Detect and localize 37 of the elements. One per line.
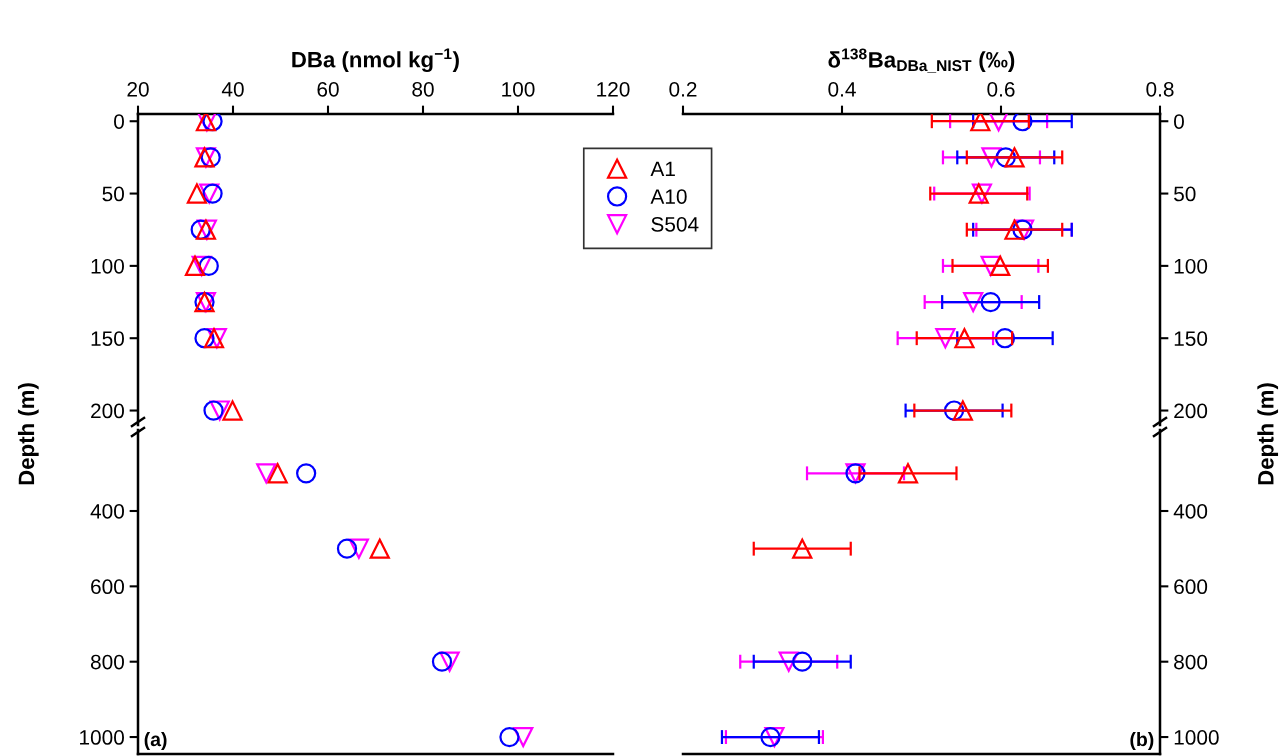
y-tick-label: 800 — [90, 654, 124, 670]
x-tick-label: 20 — [127, 81, 149, 97]
y-tick-label: 1000 — [80, 730, 124, 745]
y-tick-label: 600 — [91, 579, 124, 595]
y-tick-label: 50 — [102, 186, 124, 202]
y-tick-label: 400 — [90, 504, 124, 519]
annotation: (a) — [144, 731, 167, 751]
x-tick-label: 60 — [317, 81, 339, 97]
x-tick-label: 0.4 — [828, 81, 856, 97]
y-axis-title: Depth (m) — [17, 383, 39, 485]
legend-label: A10 — [650, 189, 687, 204]
x-tick-label: 120 — [597, 81, 630, 97]
y-tick-label: 100 — [91, 258, 124, 274]
y-tick-label: 0 — [1174, 114, 1184, 129]
x-tick-label: 40 — [221, 81, 244, 97]
y-tick-label: 1000 — [1174, 730, 1219, 745]
legend-label: S504 — [651, 216, 699, 232]
x-axis-title: DBa (nmol kg$^{−1}$) — [292, 48, 459, 73]
x-tick-label: 0.2 — [669, 81, 697, 97]
x-tick-label: 0.6 — [987, 81, 1015, 97]
y-tick-label: 600 — [1174, 579, 1208, 595]
x-tick-label: 100 — [502, 81, 535, 97]
y-tick-label: 150 — [91, 331, 124, 346]
y-tick-label: 200 — [1174, 403, 1208, 419]
legend-label: A1 — [650, 161, 675, 177]
y-tick-label: 200 — [91, 403, 124, 419]
y-tick-label: 50 — [1174, 186, 1196, 202]
annotation: (b) — [1130, 731, 1154, 751]
y-axis-title: Depth (m) — [1257, 383, 1279, 485]
y-tick-label: 0 — [114, 114, 124, 129]
y-tick-label: 800 — [1174, 654, 1208, 670]
x-tick-label: 0.8 — [1146, 81, 1174, 97]
x-axis-title: δ$^{138}$Ba$_{DBa_NIST}$ (‰) — [828, 48, 1015, 73]
y-tick-label: 150 — [1174, 331, 1208, 346]
y-tick-label: 400 — [1173, 504, 1208, 519]
y-tick-label: 100 — [1174, 258, 1208, 274]
x-tick-label: 80 — [412, 81, 434, 97]
